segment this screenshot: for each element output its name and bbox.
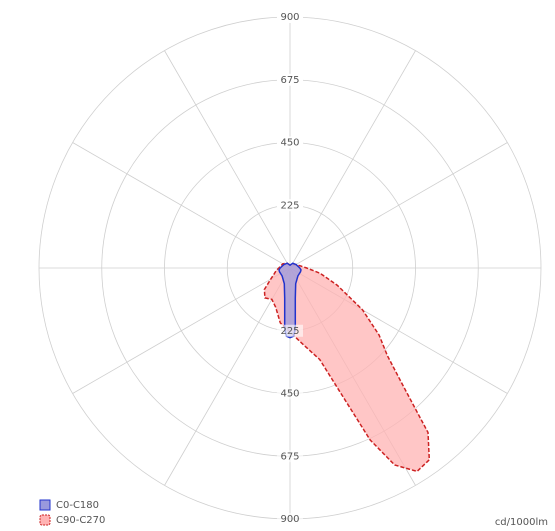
series-curve [278,262,302,339]
tick-label-bg [277,199,303,212]
series-curve [263,262,431,473]
unit-label: cd/1000lm [495,517,548,528]
tick-label-bg [277,73,303,86]
tick-label-bg [277,513,303,525]
r-tick-label: 675 [280,451,299,462]
tick-label-bg [277,136,303,149]
legend-swatch [39,499,51,511]
r-tick-label: 900 [280,12,299,23]
r-tick-label: 675 [280,75,299,86]
tick-label-bg [277,450,303,463]
legend-swatch [39,514,51,526]
r-tick-label: 225 [280,326,299,337]
legend-label: C0-C180 [56,500,99,511]
tick-label-bg [277,387,303,400]
legend-label: C90-C270 [56,515,105,526]
r-tick-label: 900 [280,514,299,525]
r-tick-label: 450 [280,138,299,149]
r-tick-label: 225 [280,200,299,211]
tick-label-bg [277,11,303,23]
tick-label-bg [277,324,303,337]
r-tick-label: 450 [280,389,299,400]
